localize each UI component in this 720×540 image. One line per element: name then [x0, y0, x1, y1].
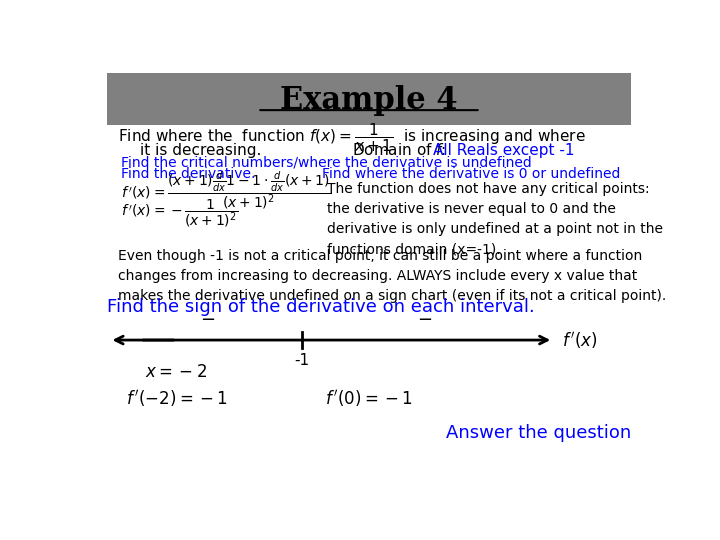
Text: $f\,'(x)=-\dfrac{1}{(x+1)^2}$: $f\,'(x)=-\dfrac{1}{(x+1)^2}$ — [121, 197, 238, 229]
Text: Example 4: Example 4 — [280, 85, 458, 116]
Text: Find the critical numbers/where the derivative is undefined: Find the critical numbers/where the deri… — [121, 156, 531, 170]
Text: -1: -1 — [294, 353, 310, 368]
Text: Answer the question: Answer the question — [446, 424, 631, 442]
Text: $-$: $-$ — [199, 309, 215, 327]
FancyBboxPatch shape — [107, 73, 631, 125]
Text: Domain of $f$:: Domain of $f$: — [352, 142, 449, 158]
Text: it is decreasing.: it is decreasing. — [140, 143, 261, 158]
Text: $x=-2$: $x=-2$ — [145, 363, 207, 381]
Text: Find the sign of the derivative on each interval.: Find the sign of the derivative on each … — [107, 298, 534, 316]
Text: Find where the derivative is 0 or undefined: Find where the derivative is 0 or undefi… — [322, 167, 620, 181]
Text: Find where the  function $f\left(x\right)=\dfrac{1}{x+1}$  is increasing and whe: Find where the function $f\left(x\right)… — [118, 121, 585, 153]
Text: $-$: $-$ — [417, 309, 433, 327]
Text: $f\,'(-2)=-1$: $f\,'(-2)=-1$ — [125, 388, 228, 409]
Text: $f\,'(x)$: $f\,'(x)$ — [562, 329, 598, 350]
Text: All Reals except -1: All Reals except -1 — [433, 143, 575, 158]
Text: $f\,'(0)=-1$: $f\,'(0)=-1$ — [325, 388, 413, 409]
Text: The function does not have any critical points:
the derivative is never equal to: The function does not have any critical … — [327, 182, 663, 256]
Text: Even though -1 is not a critical point, it can still be a point where a function: Even though -1 is not a critical point, … — [118, 248, 666, 303]
Text: Find the derivative.: Find the derivative. — [121, 167, 255, 181]
Text: $f\,'(x)=\dfrac{(x+1)\frac{d}{dx}1-1\cdot\frac{d}{dx}(x+1)}{(x+1)^2}$: $f\,'(x)=\dfrac{(x+1)\frac{d}{dx}1-1\cdo… — [121, 170, 330, 212]
